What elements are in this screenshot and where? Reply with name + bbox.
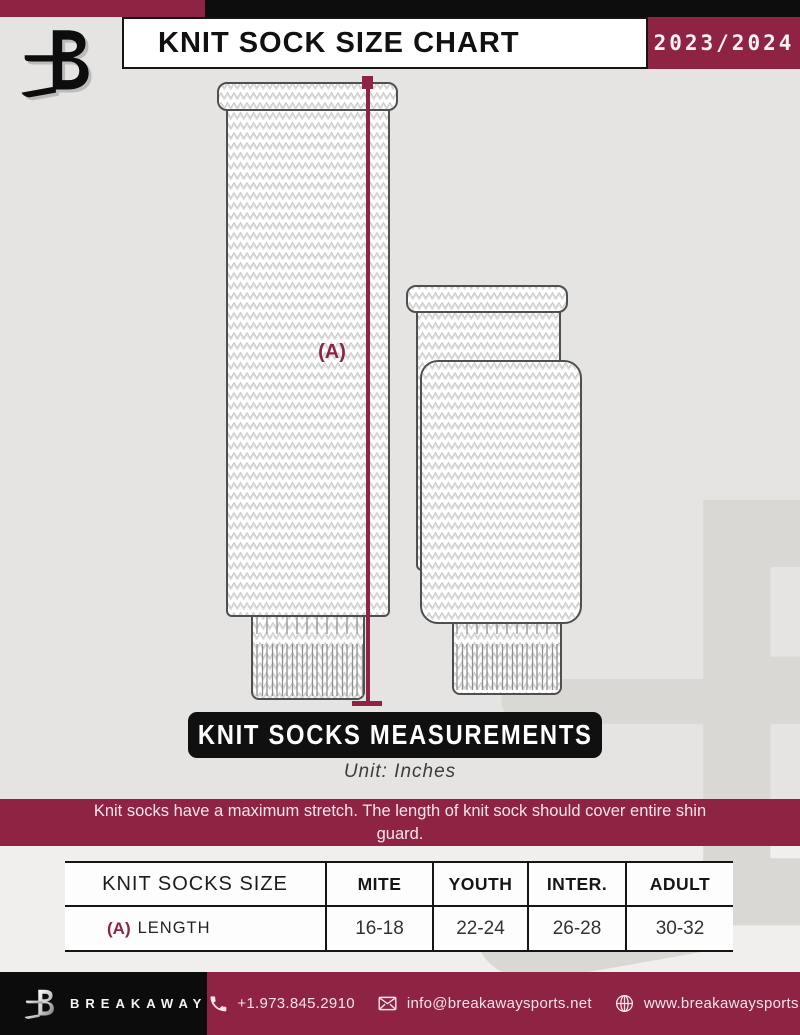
contact-website: www.breakawaysports.net xyxy=(614,993,800,1014)
length-mite: 16-18 xyxy=(325,907,432,950)
breakaway-logo-icon xyxy=(21,30,89,98)
measurements-banner: KNIT SOCKS MEASUREMENTS xyxy=(188,712,602,758)
dimension-a-label: (A) xyxy=(318,341,346,363)
top-maroon-strip xyxy=(0,0,205,17)
measurements-banner-label: KNIT SOCKS MEASUREMENTS xyxy=(197,719,593,750)
email-address: info@breakawaysports.net xyxy=(406,995,592,1012)
contact-email: info@breakawaysports.net xyxy=(377,993,592,1014)
table-header-size: KNIT SOCKS SIZE xyxy=(65,863,325,907)
stretch-note-banner: Knit socks have a maximum stretch. The l… xyxy=(0,799,800,846)
footer-brand-block: BREAKAWAY xyxy=(0,972,208,1035)
length-prefix: (A) xyxy=(107,918,131,938)
table-header-adult: ADULT xyxy=(625,863,733,907)
length-youth: 22-24 xyxy=(432,907,527,950)
page-title-box: KNIT SOCK SIZE CHART xyxy=(122,17,648,69)
envelope-icon xyxy=(378,996,397,1011)
website-url: www.breakawaysports.net xyxy=(643,995,800,1012)
unit-label: Unit: Inches xyxy=(343,761,457,782)
size-table: KNIT SOCKS SIZE MITE YOUTH INTER. ADULT … xyxy=(65,861,733,952)
page-title: KNIT SOCK SIZE CHART xyxy=(158,26,520,59)
top-black-strip xyxy=(205,0,800,17)
stretch-note-text: Knit socks have a maximum stretch. The l… xyxy=(93,801,707,843)
season-label: 2023/2024 xyxy=(653,31,795,55)
phone-icon xyxy=(210,996,227,1012)
length-label: LENGTH xyxy=(137,919,211,937)
table-header-youth: YOUTH xyxy=(432,863,527,907)
footer-contacts: +1.973.845.2910 info@breakawaysports.net… xyxy=(207,972,800,1035)
phone-number: +1.973.845.2910 xyxy=(237,995,355,1012)
length-inter: 26-28 xyxy=(527,907,625,950)
sock-small xyxy=(420,360,582,695)
footer: BREAKAWAY +1.973.845.2910 info@breakaway… xyxy=(0,972,800,1035)
length-adult: 30-32 xyxy=(625,907,733,950)
sock-large xyxy=(217,82,398,700)
table-header-inter: INTER. xyxy=(527,863,625,907)
season-badge: 2023/2024 xyxy=(648,17,800,69)
brand-name: BREAKAWAY xyxy=(70,996,208,1011)
table-row-length-label: (A) LENGTH xyxy=(65,907,325,950)
measurement-line-a xyxy=(352,76,382,706)
table-header-mite: MITE xyxy=(325,863,432,907)
globe-icon xyxy=(615,994,633,1013)
contact-phone: +1.973.845.2910 xyxy=(207,993,355,1014)
breakaway-footer-logo-icon xyxy=(24,989,54,1019)
knit-socks-illustration xyxy=(217,76,582,706)
